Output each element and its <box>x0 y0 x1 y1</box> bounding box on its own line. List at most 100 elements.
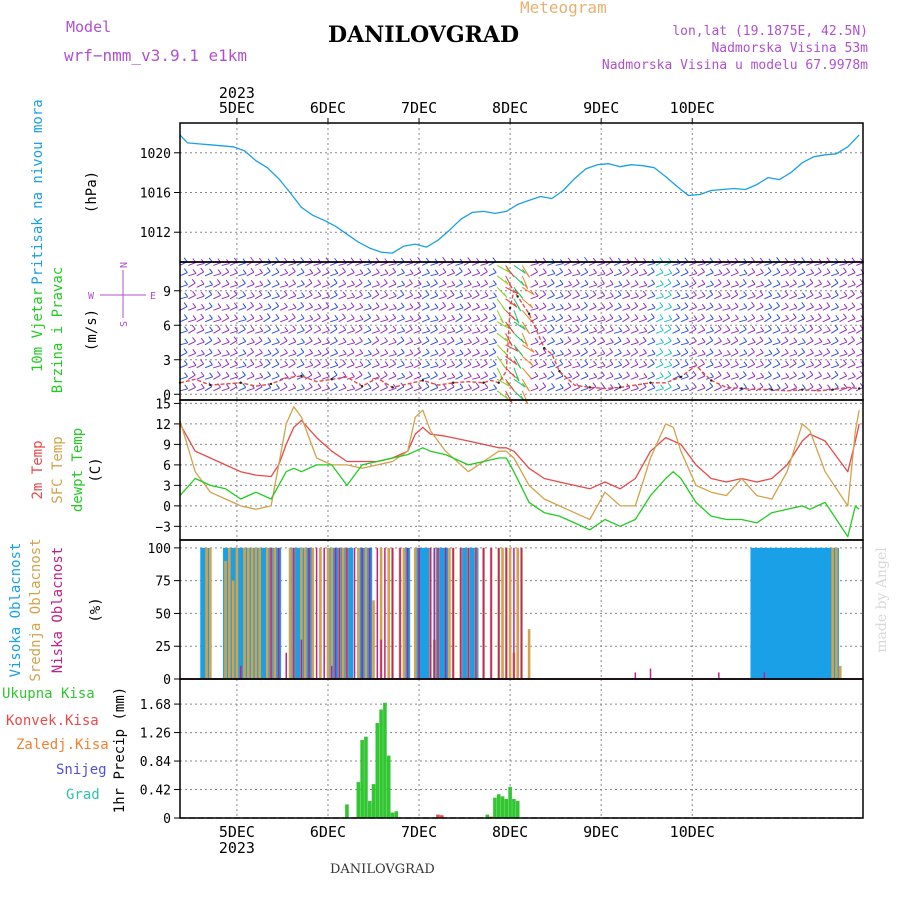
wind-barb-flag <box>743 349 748 354</box>
wind-barb-flag <box>809 382 814 388</box>
wind-barb-flag <box>726 304 731 309</box>
wind-barb <box>480 363 488 369</box>
wind-barb <box>238 341 246 346</box>
wind-barb <box>580 375 589 380</box>
wind-barb <box>638 386 647 392</box>
wind-barb-flag <box>593 360 597 366</box>
wind-barb <box>547 386 555 392</box>
wind-barb-flag <box>283 336 288 342</box>
wind-barb <box>455 329 463 334</box>
wind-barb-flag <box>634 314 639 319</box>
day-label-top-4: 9DEC <box>583 99 619 117</box>
wind-barb <box>688 294 697 300</box>
wind-speed-point <box>618 386 622 389</box>
wind-barb <box>797 283 806 288</box>
wind-barb <box>764 262 773 266</box>
cloud-bar-visoka <box>750 547 756 679</box>
wind-barb <box>213 319 222 323</box>
wind-barb <box>229 340 238 346</box>
wind-barb-flag <box>601 383 606 388</box>
precip-bar-ukupna <box>356 782 361 818</box>
cloud-bar-visoka <box>295 547 301 679</box>
wind-barb-flag <box>192 336 196 342</box>
wind-barb-flag <box>417 279 422 285</box>
wind-barb-flag <box>317 267 321 273</box>
wind-barb-flag <box>492 360 497 365</box>
wind-barb <box>263 329 271 334</box>
wind-barb <box>697 262 706 266</box>
wind-barb-flag <box>651 349 656 355</box>
wind-barb <box>421 340 430 346</box>
wind-barb <box>572 295 580 300</box>
wind-barb-flag <box>851 326 856 332</box>
wind-speed-point <box>482 381 485 384</box>
wind-barb <box>438 295 447 300</box>
cloud-bar-visoka <box>822 547 828 679</box>
wind-barb-flag <box>626 291 631 297</box>
wind-barb-flag <box>367 267 372 273</box>
wind-barb-flag <box>434 337 439 342</box>
wind-barb-flag <box>242 303 247 308</box>
wind-barb <box>521 344 535 353</box>
day-label-bottom-5: 10DEC <box>670 823 715 841</box>
cloud-bar-srednja <box>303 547 307 679</box>
wind-barb <box>388 283 397 288</box>
wind-speed-point <box>497 381 500 384</box>
wind-barb-flag <box>760 326 765 332</box>
wind-barb-flag <box>709 290 714 295</box>
wind-barb <box>488 351 497 357</box>
wind-barb <box>664 318 672 323</box>
wind-barb-flag <box>584 325 589 331</box>
wind-barb-flag <box>384 315 389 320</box>
wind-barb <box>355 262 363 266</box>
cloud-bar-visoka <box>780 547 786 679</box>
wind-barb <box>722 375 731 380</box>
wind-barb-flag <box>751 301 755 307</box>
cloud-bar-srednja <box>364 547 368 679</box>
wind-barb <box>330 294 338 300</box>
ytick-label-wind-1: 3 <box>163 354 171 369</box>
wind-barb <box>747 341 756 346</box>
wind-barb-flag <box>358 324 363 330</box>
wind-barb <box>238 307 247 311</box>
wind-barb <box>463 375 472 380</box>
day-label-bottom-3: 8DEC <box>492 823 528 841</box>
wind-barb-flag <box>542 302 547 307</box>
wind-barb-flag <box>266 313 271 318</box>
wind-barb <box>304 386 313 392</box>
precip-bar-ukupna <box>485 814 490 818</box>
wind-barb <box>655 272 664 277</box>
wind-barb-flag <box>250 359 255 365</box>
wind-barb-flag <box>400 290 405 296</box>
wind-speed-point <box>508 306 512 310</box>
wind-barb-flag <box>400 302 405 308</box>
wind-barb <box>371 284 380 288</box>
wind-barb-flag <box>392 337 397 343</box>
wind-barb <box>405 365 414 369</box>
wind-barb <box>313 375 321 380</box>
wind-barb-flag <box>676 337 681 343</box>
wind-barb <box>405 307 414 311</box>
wind-barb <box>188 340 196 346</box>
wind-barb <box>313 307 322 311</box>
wind-barb-flag <box>618 360 623 366</box>
wind-barb-flag <box>692 290 697 296</box>
wind-barb-flag <box>200 279 205 285</box>
wind-barb-flag <box>534 303 539 309</box>
wind-barb <box>413 271 422 277</box>
wind-barb <box>764 329 772 334</box>
wind-barb <box>430 273 439 277</box>
wind-barb <box>714 386 722 392</box>
wind-barb <box>572 282 580 288</box>
wind-barb-flag <box>250 313 255 319</box>
wind-barb <box>388 329 397 334</box>
wind-barb-flag <box>827 292 831 297</box>
wind-barb <box>680 352 689 357</box>
wind-barb <box>530 375 539 380</box>
wind-barb-flag <box>743 291 747 296</box>
wind-barb <box>647 341 656 346</box>
wind-barb-flag <box>375 336 380 341</box>
wind-barb-flag <box>333 290 338 296</box>
wind-barb <box>254 330 263 334</box>
wind-barb-flag <box>810 360 815 366</box>
